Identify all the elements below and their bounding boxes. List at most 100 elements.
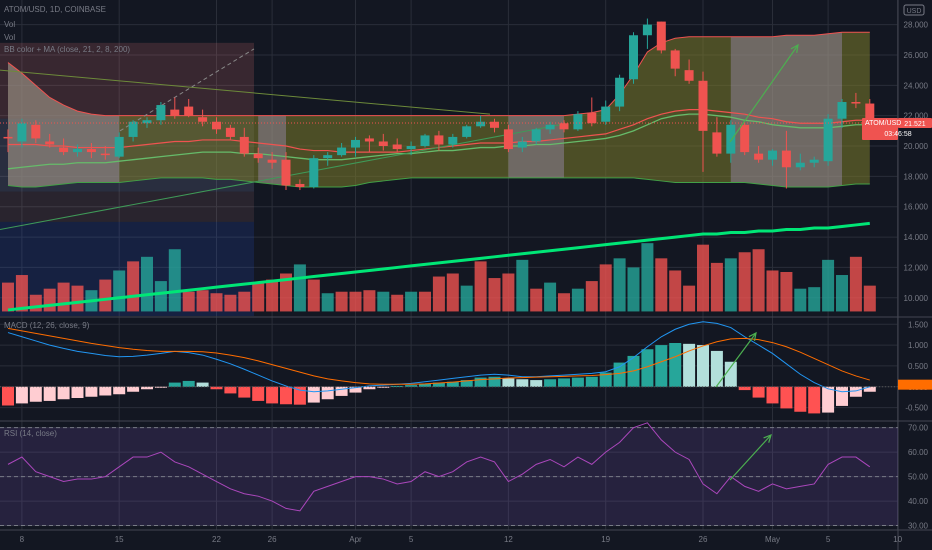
bb-label: Vol [4,33,16,42]
candle-body [281,159,291,186]
macd-histogram-bar [766,386,779,404]
macd-histogram-bar [113,386,126,395]
candle-body [156,105,166,121]
candle-body [59,147,69,153]
drawing-arrows[interactable] [715,43,799,481]
candle-body [559,123,569,130]
price-tick-label: 14.000 [904,233,929,242]
macd-histogram-bar [377,386,390,388]
price-pane[interactable] [0,18,898,230]
date-tick-label: 15 [115,535,124,544]
macd-histogram-bar [571,377,584,387]
macd-histogram-bar [710,350,723,387]
ma200-line [7,221,870,312]
macd-histogram-bar [293,386,306,405]
currency-label: USD [907,8,922,15]
currency-badge [903,4,925,16]
price-tick-label: 12.000 [904,263,929,272]
date-tick-label: 19 [601,535,610,544]
candle-body [3,136,13,139]
rsi-arrow-head [763,433,772,443]
macd-histogram-bar [516,379,529,387]
volume-bar [321,293,334,312]
volume-bar [99,279,112,312]
candle-body [267,159,277,163]
candle-body [434,135,444,145]
macd-arrow [715,332,757,388]
macd-histogram-bar [210,386,223,390]
candle-body [337,147,347,156]
bb-fill [8,32,870,188]
candle-body [809,159,819,163]
rsi-pane[interactable] [0,422,898,527]
candle-body [170,109,180,116]
volume-pane [2,221,876,312]
macd-histogram-bar [558,378,570,387]
macd-tick-label: 1.000 [908,341,929,350]
date-tick-label: 26 [699,535,708,544]
date-tick-label: May [765,535,780,544]
price-badge-countdown: 03:46:58 [884,131,911,138]
candle-body [726,124,736,154]
macd-histogram-bar [43,386,56,401]
price-badge-symbol: ATOM/USD [865,120,901,127]
candle-body [629,35,638,80]
volume-bar [627,267,640,312]
macd-histogram-bar [502,378,515,387]
volume-bar [738,252,751,312]
bb-fill-purple [258,115,286,186]
macd-histogram-bar [127,386,140,392]
date-tick-label: 10 [893,535,902,544]
macd-histogram-bar [405,385,418,387]
bb-fill-purple [508,115,564,178]
macd-histogram-bar [280,386,292,405]
volume-bar [488,278,501,312]
candle-body [225,127,235,137]
candle-body [601,106,611,122]
candle-body [837,102,847,119]
candle-body [851,102,861,104]
price-axes: 28.000 26.000 24.000 22.000 20.000 18.000 16.0… [20,4,932,544]
volume-bar [766,270,779,312]
macd-tick-label: 1.500 [908,320,929,329]
macd-histogram-bar [29,386,42,402]
volume-bar [71,285,84,312]
candle-body [420,135,430,147]
candle-body [865,103,875,124]
macd-histogram-bar [474,377,487,387]
candle-body [86,149,96,153]
macd-histogram-bar [836,386,848,406]
macd-histogram-bar [363,386,376,390]
price-badge-value: 21.521 [904,121,926,128]
candle-body [73,149,82,153]
date-tick-label: 5 [409,535,414,544]
volume-bar [822,259,835,312]
macd-histogram-bar [849,386,862,397]
macd-histogram-bar [252,386,265,401]
candle-body [503,129,513,150]
macd-histogram-bar [2,386,14,406]
volume-bar [752,249,765,312]
volume-bar [697,244,709,312]
rsi-arrow [729,434,772,481]
zone-pink [0,191,254,222]
volume-bar [571,288,584,312]
macd-histogram-bar [266,386,279,404]
price-tick-label: 22.000 [904,112,929,121]
date-tick-label: 8 [20,535,25,544]
rsi-tick-label: 60.00 [908,448,929,457]
macd-histogram-bar [460,380,473,387]
candle-body [17,123,27,142]
candle-body [392,144,402,150]
price-badge [862,117,898,140]
volume-bar [113,270,126,312]
date-tick-label: 26 [268,535,277,544]
rsi-tick-label: 50.00 [908,473,929,482]
price-tick-label: 28.000 [904,21,929,30]
candle-body [323,155,333,159]
macd-histogram-bar [488,376,501,387]
macd-pane[interactable] [0,321,898,414]
symbol-label: ATOM/USD, 1D, COINBASE [4,5,106,14]
macd-arrow-head [748,331,757,341]
